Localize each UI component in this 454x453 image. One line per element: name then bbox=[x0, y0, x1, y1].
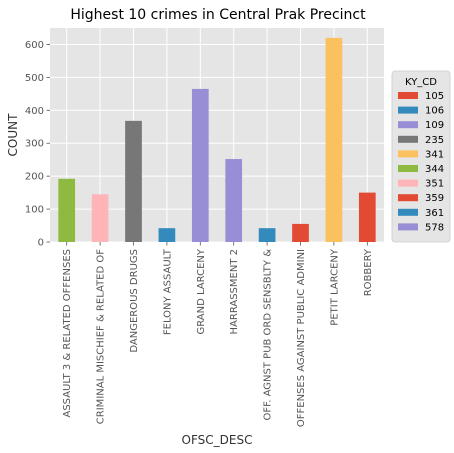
x-axis-label: OFSC_DESC bbox=[182, 433, 253, 447]
bars bbox=[58, 37, 376, 243]
legend-swatch-341 bbox=[398, 150, 418, 158]
legend-swatch-105 bbox=[398, 92, 418, 99]
x-tick-label: CRIMINAL MISCHIEF & RELATED OF bbox=[96, 249, 107, 424]
x-tick-label: OFF. AGNST PUB ORD SENSBLTY & bbox=[263, 249, 274, 421]
legend-title: KY_CD bbox=[405, 77, 437, 88]
x-tick-label: DANGEROUS DRUGS bbox=[129, 249, 140, 353]
legend-swatch-359 bbox=[398, 194, 418, 202]
y-axis-ticks: 0 100 200 300 400 500 600 bbox=[25, 40, 50, 249]
legend-label-106: 106 bbox=[425, 106, 444, 117]
x-tick-label: GRAND LARCENY bbox=[196, 248, 207, 334]
bar-109 bbox=[191, 88, 209, 243]
y-axis-label: COUNT bbox=[6, 113, 20, 157]
bar-341 bbox=[325, 37, 343, 242]
bar-106 bbox=[158, 228, 176, 242]
legend-label-341: 341 bbox=[425, 149, 444, 160]
legend-label-105: 105 bbox=[425, 91, 444, 102]
x-axis-ticks: ASSAULT 3 & RELATED OFFENSES CRIMINAL MIS… bbox=[62, 242, 374, 427]
y-tick-label: 500 bbox=[25, 73, 44, 84]
legend-label-578: 578 bbox=[425, 222, 444, 233]
legend-label-344: 344 bbox=[425, 164, 444, 175]
legend-swatch-351 bbox=[398, 179, 418, 187]
legend-label-351: 351 bbox=[425, 179, 444, 190]
bar-235 bbox=[125, 120, 142, 242]
y-tick-label: 200 bbox=[25, 172, 44, 183]
x-tick-label: HARRASSMENT 2 bbox=[229, 249, 240, 334]
x-tick-label: PETIT LARCENY bbox=[329, 248, 340, 326]
bar-578 bbox=[225, 159, 243, 242]
bar-105 bbox=[358, 192, 376, 242]
legend-label-235: 235 bbox=[425, 135, 444, 146]
y-tick-label: 400 bbox=[25, 106, 44, 117]
bar-359 bbox=[292, 223, 309, 242]
bar-344 bbox=[58, 178, 76, 242]
bar-351 bbox=[91, 194, 109, 242]
bar-361 bbox=[258, 228, 276, 242]
x-tick-label: ROBBERY bbox=[363, 248, 374, 296]
legend-label-109: 109 bbox=[425, 120, 444, 131]
legend-label-361: 361 bbox=[425, 208, 444, 219]
legend-swatch-235 bbox=[398, 135, 418, 143]
legend-swatch-106 bbox=[398, 106, 418, 114]
legend-label-359: 359 bbox=[425, 193, 444, 204]
legend: KY_CD 105 106 109 235 341 344 351 359 361 578 bbox=[391, 70, 451, 243]
x-tick-label: OFFENSES AGAINST PUBLIC ADMINI bbox=[296, 249, 307, 427]
x-tick-label: FELONY ASSAULT bbox=[162, 248, 173, 335]
legend-swatch-578 bbox=[398, 223, 418, 231]
legend-swatch-344 bbox=[398, 165, 418, 172]
y-tick-label: 100 bbox=[25, 205, 44, 216]
y-tick-label: 300 bbox=[25, 139, 44, 150]
legend-swatch-361 bbox=[398, 208, 418, 216]
legend-swatch-109 bbox=[398, 121, 418, 129]
y-tick-label: 0 bbox=[38, 238, 44, 249]
x-tick-label: ASSAULT 3 & RELATED OFFENSES bbox=[62, 249, 73, 418]
chart-title: Highest 10 crimes in Central Prak Precin… bbox=[70, 7, 366, 23]
y-tick-label: 600 bbox=[25, 40, 44, 51]
